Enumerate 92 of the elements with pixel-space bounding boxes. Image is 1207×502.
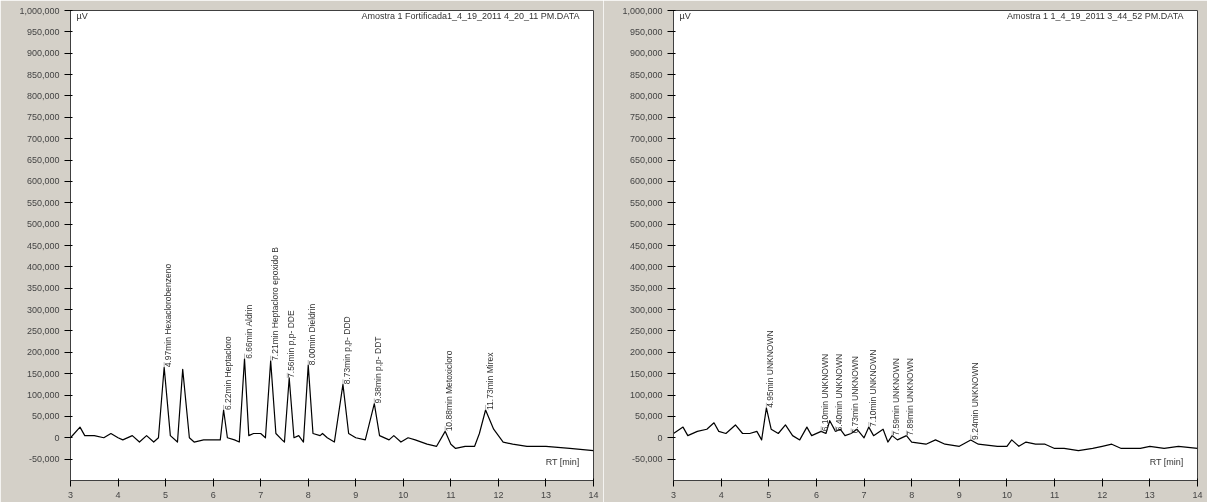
y-tick-label: 450,000 xyxy=(26,240,60,251)
x-tick-label: 8 xyxy=(305,489,311,500)
x-axis-title: RT [min] xyxy=(545,456,580,467)
y-axis-title: µV xyxy=(76,10,88,21)
annotation: 6.10min UNKNOWN xyxy=(820,353,831,432)
y-tick-label: 700,000 xyxy=(629,133,663,144)
y-tick-label: 250,000 xyxy=(26,325,60,336)
y-tick-label: 900,000 xyxy=(26,48,60,59)
y-tick-label: 300,000 xyxy=(629,304,663,315)
y-tick-label: 1,000,000 xyxy=(622,5,663,16)
y-tick-label: 900,000 xyxy=(629,48,663,59)
y-tick-label: 350,000 xyxy=(629,283,663,294)
x-tick-label: 12 xyxy=(493,489,504,500)
y-tick-label: 450,000 xyxy=(629,240,663,251)
chart-title: Amostra 1 1_4_19_2011 3_44_52 PM.DATA xyxy=(1006,10,1184,21)
y-tick-label: 950,000 xyxy=(629,26,663,37)
y-tick-label: 200,000 xyxy=(26,347,60,358)
x-tick-label: 11 xyxy=(446,489,456,500)
y-tick-label: 50,000 xyxy=(634,411,663,422)
x-tick-label: 8 xyxy=(909,489,915,500)
y-tick-label: 1,000,000 xyxy=(19,5,60,16)
y-tick-label: 600,000 xyxy=(26,176,60,187)
y-tick-label: 600,000 xyxy=(629,176,663,187)
annotation: 7.56min p,p- DDE xyxy=(286,310,297,378)
annotation: 4.97min Hexaclorobenzeno xyxy=(163,263,174,368)
x-tick-label: 7 xyxy=(258,489,264,500)
x-tick-label: 9 xyxy=(956,489,962,500)
y-tick-label: 800,000 xyxy=(629,90,663,101)
x-tick-label: 13 xyxy=(1144,489,1155,500)
annotation: 11.73min Mirex xyxy=(484,351,495,410)
x-tick-label: 7 xyxy=(861,489,867,500)
y-tick-label: 650,000 xyxy=(629,155,663,166)
x-tick-label: 3 xyxy=(68,489,74,500)
x-tick-label: 5 xyxy=(163,489,169,500)
y-axis-title: µV xyxy=(679,10,691,21)
y-tick-label: 400,000 xyxy=(26,261,60,272)
y-tick-label: 400,000 xyxy=(629,261,663,272)
annotation: 6.40min UNKNOWN xyxy=(834,353,845,432)
y-tick-label: 0 xyxy=(54,432,60,443)
annotation: 7.21min Heptacloro epoxido B xyxy=(269,246,280,361)
x-tick-label: 6 xyxy=(210,489,216,500)
y-tick-label: 50,000 xyxy=(31,411,60,422)
annotation: 9.24min UNKNOWN xyxy=(969,362,980,440)
annotation: 7.10min UNKNOWN xyxy=(867,349,878,428)
y-tick-label: 500,000 xyxy=(26,219,60,230)
annotation: 10.88min Metoxicloro xyxy=(444,350,455,432)
x-tick-label: 14 xyxy=(1192,489,1203,500)
x-tick-label: 10 xyxy=(398,489,409,500)
y-tick-label: 500,000 xyxy=(629,219,663,230)
x-tick-label: 5 xyxy=(766,489,772,500)
annotation: 6.22min Heptacloro xyxy=(222,336,233,410)
x-tick-label: 4 xyxy=(115,489,121,500)
y-tick-label: 100,000 xyxy=(26,390,60,401)
x-tick-label: 6 xyxy=(813,489,819,500)
y-tick-label: 550,000 xyxy=(26,197,60,208)
y-tick-label: 950,000 xyxy=(26,26,60,37)
annotation: 6.66min Aldrin xyxy=(243,304,254,359)
y-tick-label: 700,000 xyxy=(26,133,60,144)
y-tick-label: 200,000 xyxy=(629,347,663,358)
x-tick-label: 4 xyxy=(718,489,724,500)
annotation: 8.00min Dieldrin xyxy=(307,303,318,366)
x-tick-label: 3 xyxy=(671,489,677,500)
x-tick-label: 11 xyxy=(1049,489,1060,500)
y-tick-label: -50,000 xyxy=(28,454,60,465)
x-tick-label: 12 xyxy=(1097,489,1108,500)
y-tick-label: 150,000 xyxy=(629,368,663,379)
annotation: 7.59min UNKNOWN xyxy=(891,358,902,436)
y-tick-label: 350,000 xyxy=(26,283,60,294)
annotation: 9.38min p,p- DDT xyxy=(373,336,384,404)
y-tick-label: 0 xyxy=(657,432,663,443)
annotation: 6.73min UNKNOWN xyxy=(850,356,861,434)
chart-title: Amostra 1 Fortificada1_4_19_2011 4_20_11 PM.DATA xyxy=(361,10,580,21)
annotation: 7.89min UNKNOWN xyxy=(905,358,916,436)
y-tick-label: 250,000 xyxy=(629,325,663,336)
y-tick-label: 750,000 xyxy=(26,112,60,123)
y-tick-label: 850,000 xyxy=(26,69,60,80)
y-tick-label: 850,000 xyxy=(629,69,663,80)
y-tick-label: 550,000 xyxy=(629,197,663,208)
x-tick-label: 10 xyxy=(1001,489,1012,500)
x-axis-title: RT [min] xyxy=(1149,456,1184,467)
x-tick-label: 9 xyxy=(353,489,359,500)
y-tick-label: 750,000 xyxy=(629,112,663,123)
y-tick-label: -50,000 xyxy=(631,454,663,465)
y-tick-label: 150,000 xyxy=(26,368,60,379)
y-tick-label: 100,000 xyxy=(629,390,663,401)
x-tick-label: 14 xyxy=(588,489,599,500)
annotation: 4.95min UNKNOWN xyxy=(765,330,776,408)
y-tick-label: 800,000 xyxy=(26,90,60,101)
y-tick-label: 650,000 xyxy=(26,155,60,166)
y-tick-label: 300,000 xyxy=(26,304,60,315)
x-tick-label: 13 xyxy=(540,489,551,500)
annotation: 8.73min p,p- DDD xyxy=(341,316,352,385)
